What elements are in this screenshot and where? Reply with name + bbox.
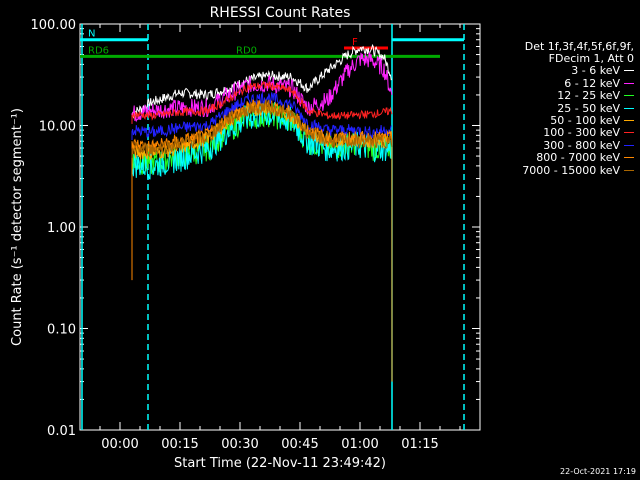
series-line bbox=[131, 80, 393, 124]
legend-entry: 7000 - 15000 keV bbox=[474, 163, 634, 177]
chart-title: RHESSI Count Rates bbox=[210, 5, 351, 21]
x-tick-label: 00:15 bbox=[161, 437, 198, 452]
legend-entry-label: 800 - 7000 keV bbox=[536, 151, 620, 165]
x-tick-label: 01:15 bbox=[401, 437, 438, 452]
y-tick-label: 100.00 bbox=[31, 18, 77, 33]
x-tick-label: 00:30 bbox=[221, 437, 258, 452]
legend-entry-label: 300 - 800 keV bbox=[543, 138, 620, 152]
legend-swatch bbox=[624, 120, 634, 122]
y-tick-label: 0.01 bbox=[47, 424, 76, 439]
timestamp: 22-Oct-2021 17:19 bbox=[560, 467, 636, 476]
legend-swatch bbox=[624, 107, 634, 109]
y-tick-label: 0.10 bbox=[47, 323, 76, 338]
y-tick-label: 1.00 bbox=[47, 221, 76, 236]
legend-swatch bbox=[624, 70, 634, 72]
annotation-label: RD0 bbox=[236, 45, 257, 56]
legend-entry: 25 - 50 keV bbox=[474, 101, 634, 115]
legend-swatch bbox=[624, 157, 634, 159]
legend-entry-label: 12 - 25 keV bbox=[557, 89, 620, 103]
annotation-label: RD6 bbox=[88, 45, 109, 56]
y-tick-label: 10.00 bbox=[39, 120, 76, 135]
legend-swatch bbox=[624, 144, 634, 146]
series-line bbox=[131, 91, 392, 140]
legend-entry-label: 6 - 12 keV bbox=[564, 76, 620, 90]
legend-entry: 50 - 100 keV bbox=[474, 114, 634, 128]
legend-entry-label: 25 - 50 keV bbox=[557, 101, 620, 115]
legend-entry-label: 100 - 300 keV bbox=[543, 126, 620, 140]
legend-swatch bbox=[624, 82, 634, 84]
x-axis-label: Start Time (22-Nov-11 23:49:42) bbox=[174, 456, 386, 471]
series-line bbox=[131, 52, 393, 124]
legend-swatch bbox=[624, 169, 634, 171]
series-line bbox=[131, 43, 393, 119]
plot-frame bbox=[79, 23, 481, 431]
legend-entry: 12 - 25 keV bbox=[474, 89, 634, 103]
x-tick-label: 01:00 bbox=[341, 437, 378, 452]
legend-header-2: FDecim 1, Att 0 bbox=[548, 52, 634, 66]
annotation-label: F bbox=[352, 37, 358, 48]
legend-header-1: Det 1f,3f,4f,5f,6f,9f, bbox=[524, 40, 634, 53]
x-tick-label: 00:00 bbox=[101, 437, 138, 452]
legend-entry: 6 - 12 keV bbox=[474, 76, 634, 90]
y-axis-label: Count Rate (s⁻¹ detector segment⁻¹) bbox=[10, 108, 25, 346]
legend-entry: 100 - 300 keV bbox=[474, 126, 634, 140]
annotation-label: N bbox=[88, 29, 95, 40]
x-tick-label: 00:45 bbox=[281, 437, 318, 452]
legend-entry-label: 3 - 6 keV bbox=[571, 64, 620, 78]
series-line bbox=[131, 99, 393, 158]
legend-entry: 3 - 6 keV bbox=[474, 64, 634, 78]
legend-entry-label: 50 - 100 keV bbox=[550, 114, 620, 128]
legend-entry-label: 7000 - 15000 keV bbox=[522, 163, 620, 177]
legend-swatch bbox=[624, 95, 634, 97]
legend-entry: 800 - 7000 keV bbox=[474, 151, 634, 165]
legend-entry: 300 - 800 keV bbox=[474, 138, 634, 152]
legend-swatch bbox=[624, 132, 634, 134]
chart-legend: Det 1f,3f,4f,5f,6f,9f, FDecim 1, Att 0 3… bbox=[474, 40, 634, 177]
